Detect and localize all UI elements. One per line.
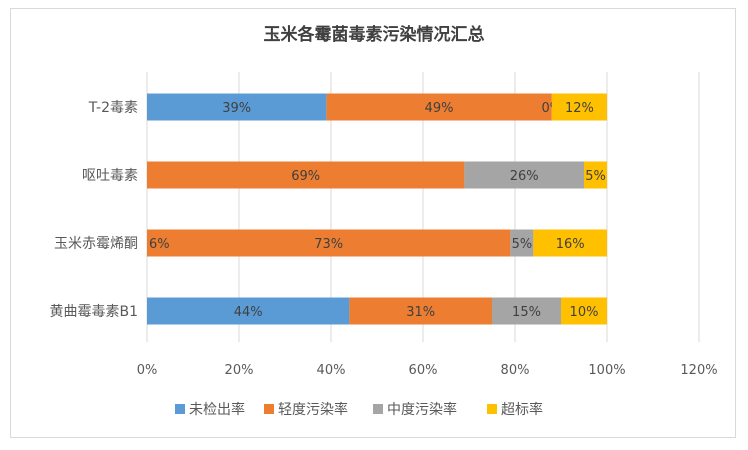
chart-title: 玉米各霉菌毒素污染情况汇总 xyxy=(264,24,485,45)
legend: 未检出率 轻度污染率 中度污染率 超标率 xyxy=(175,401,543,418)
bar-segment xyxy=(349,297,492,325)
category-label: 黄曲霉毒素B1 xyxy=(49,303,138,320)
x-tick-label: 20% xyxy=(225,363,254,378)
data-label: 49% xyxy=(425,101,454,116)
data-label: 6% xyxy=(149,237,170,252)
data-label: 12% xyxy=(565,101,594,116)
legend-label: 中度污染率 xyxy=(387,401,457,418)
x-tick-label: 80% xyxy=(501,363,530,378)
data-label: 10% xyxy=(570,305,599,320)
legend-label: 超标率 xyxy=(501,401,543,418)
bar-segment xyxy=(147,161,465,189)
legend-swatch xyxy=(175,404,185,414)
bar-segment xyxy=(492,297,561,325)
bars: 39%49%0%12%0%69%26%5%73%5%16%44%31%15%10… xyxy=(147,93,607,325)
data-label: 16% xyxy=(556,237,585,252)
bar-segment xyxy=(147,297,350,325)
x-tick-labels: 0% 20% 40% 60% 80% 100% 120% xyxy=(137,363,718,378)
data-label: 15% xyxy=(512,305,541,320)
data-label: 44% xyxy=(234,305,263,320)
x-tick-label: 120% xyxy=(680,363,717,378)
bar-segment xyxy=(147,93,327,121)
data-label: 5% xyxy=(512,237,533,252)
legend-label: 未检出率 xyxy=(189,401,245,418)
x-tick-label: 0% xyxy=(137,363,158,378)
legend-swatch xyxy=(264,404,274,414)
legend-label: 轻度污染率 xyxy=(278,401,348,418)
bar-segment xyxy=(510,229,534,257)
bar-segment xyxy=(584,161,607,189)
legend-swatch xyxy=(487,404,497,414)
bar-segment xyxy=(533,229,607,257)
data-label: 26% xyxy=(510,169,539,184)
bar-segment xyxy=(464,161,584,189)
category-label: 玉米赤霉烯酮 xyxy=(54,236,138,252)
category-label: T-2毒素 xyxy=(88,100,138,116)
x-tick-label: 100% xyxy=(588,363,625,378)
bar-segment xyxy=(561,297,607,325)
data-label: 39% xyxy=(222,101,251,116)
data-label: 5% xyxy=(585,169,606,184)
x-tick-label: 40% xyxy=(317,363,346,378)
data-label: 73% xyxy=(314,237,343,252)
x-tick-label: 60% xyxy=(409,363,438,378)
bar-segment xyxy=(147,229,511,257)
category-label: 呕吐毒素 xyxy=(82,168,138,184)
data-label: 69% xyxy=(291,169,320,184)
data-label: 31% xyxy=(406,305,435,320)
bar-segment xyxy=(551,93,607,121)
legend-swatch xyxy=(373,404,383,414)
bar-segment xyxy=(326,93,552,121)
chart-frame xyxy=(10,8,736,438)
